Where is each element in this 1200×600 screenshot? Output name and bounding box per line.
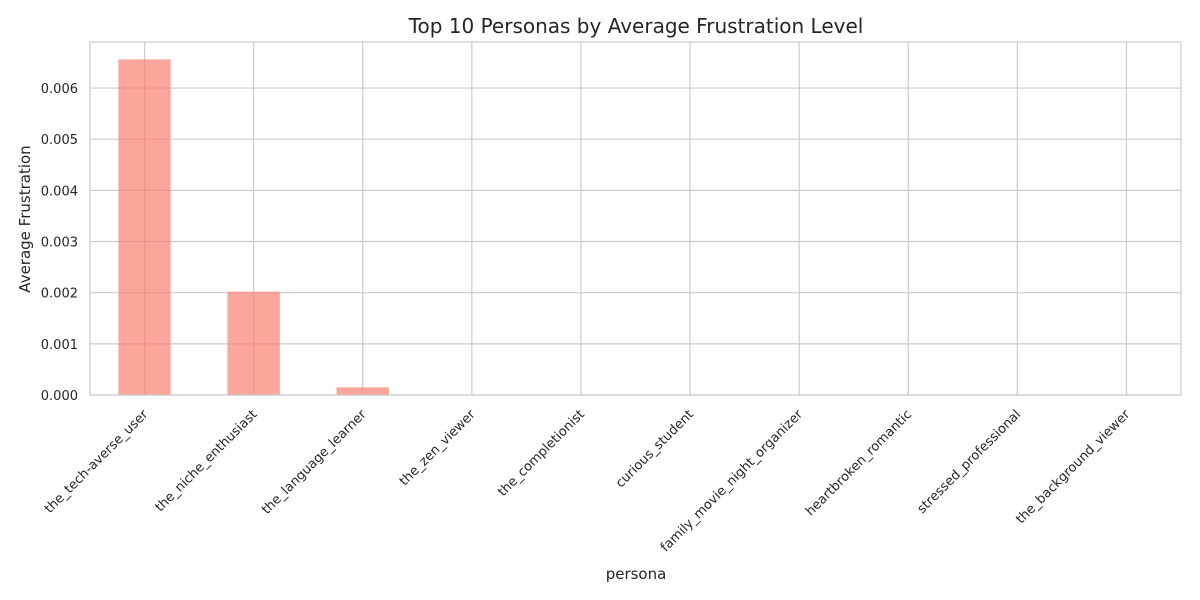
y-tick-label: 0.002: [41, 287, 78, 302]
x-tick-label: stressed_professional: [915, 407, 1025, 517]
y-tick-label: 0.005: [41, 133, 78, 148]
bar: [118, 59, 171, 396]
x-tick-label: heartbroken_romantic: [803, 407, 915, 519]
y-tick-label: 0.006: [41, 82, 78, 97]
bar: [227, 291, 280, 395]
x-axis-ticks: the_tech-averse_user the_niche_enthusiast…: [42, 407, 1134, 555]
bars: [118, 59, 389, 396]
y-tick-label: 0.001: [41, 338, 78, 353]
x-tick-label: the_background_viewer: [1013, 407, 1133, 527]
plot-frame: [89, 41, 1182, 396]
y-axis-label: Average Frustration: [16, 145, 34, 292]
y-tick-label: 0.000: [41, 389, 78, 404]
bar: [336, 387, 389, 395]
x-axis-label: persona: [606, 565, 667, 583]
chart-title: Top 10 Personas by Average Frustration L…: [408, 14, 864, 38]
x-tick-label: the_zen_viewer: [397, 407, 479, 489]
x-tick-label: curious_student: [613, 407, 697, 491]
x-tick-label: the_niche_enthusiast: [153, 407, 261, 515]
y-axis-ticks: 0.000 0.001 0.002 0.003 0.004 0.005 0.006: [41, 82, 78, 404]
x-tick-label: the_completionist: [495, 407, 588, 500]
x-tick-label: the_language_learner: [259, 407, 370, 518]
x-tick-label: the_tech-averse_user: [42, 407, 152, 517]
y-tick-label: 0.004: [41, 184, 78, 199]
y-tick-label: 0.003: [41, 236, 78, 251]
